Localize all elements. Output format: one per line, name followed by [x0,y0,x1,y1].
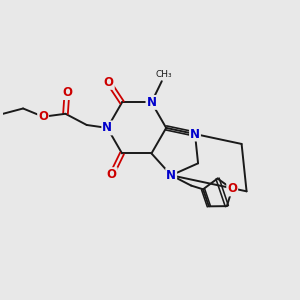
Text: O: O [62,86,72,99]
Text: O: O [38,110,48,123]
Text: N: N [102,122,112,134]
Text: O: O [227,182,237,195]
Text: N: N [146,96,157,109]
Text: O: O [107,168,117,181]
Text: O: O [104,76,114,89]
Text: N: N [190,128,200,140]
Text: N: N [166,169,176,182]
Text: CH₃: CH₃ [156,70,172,79]
